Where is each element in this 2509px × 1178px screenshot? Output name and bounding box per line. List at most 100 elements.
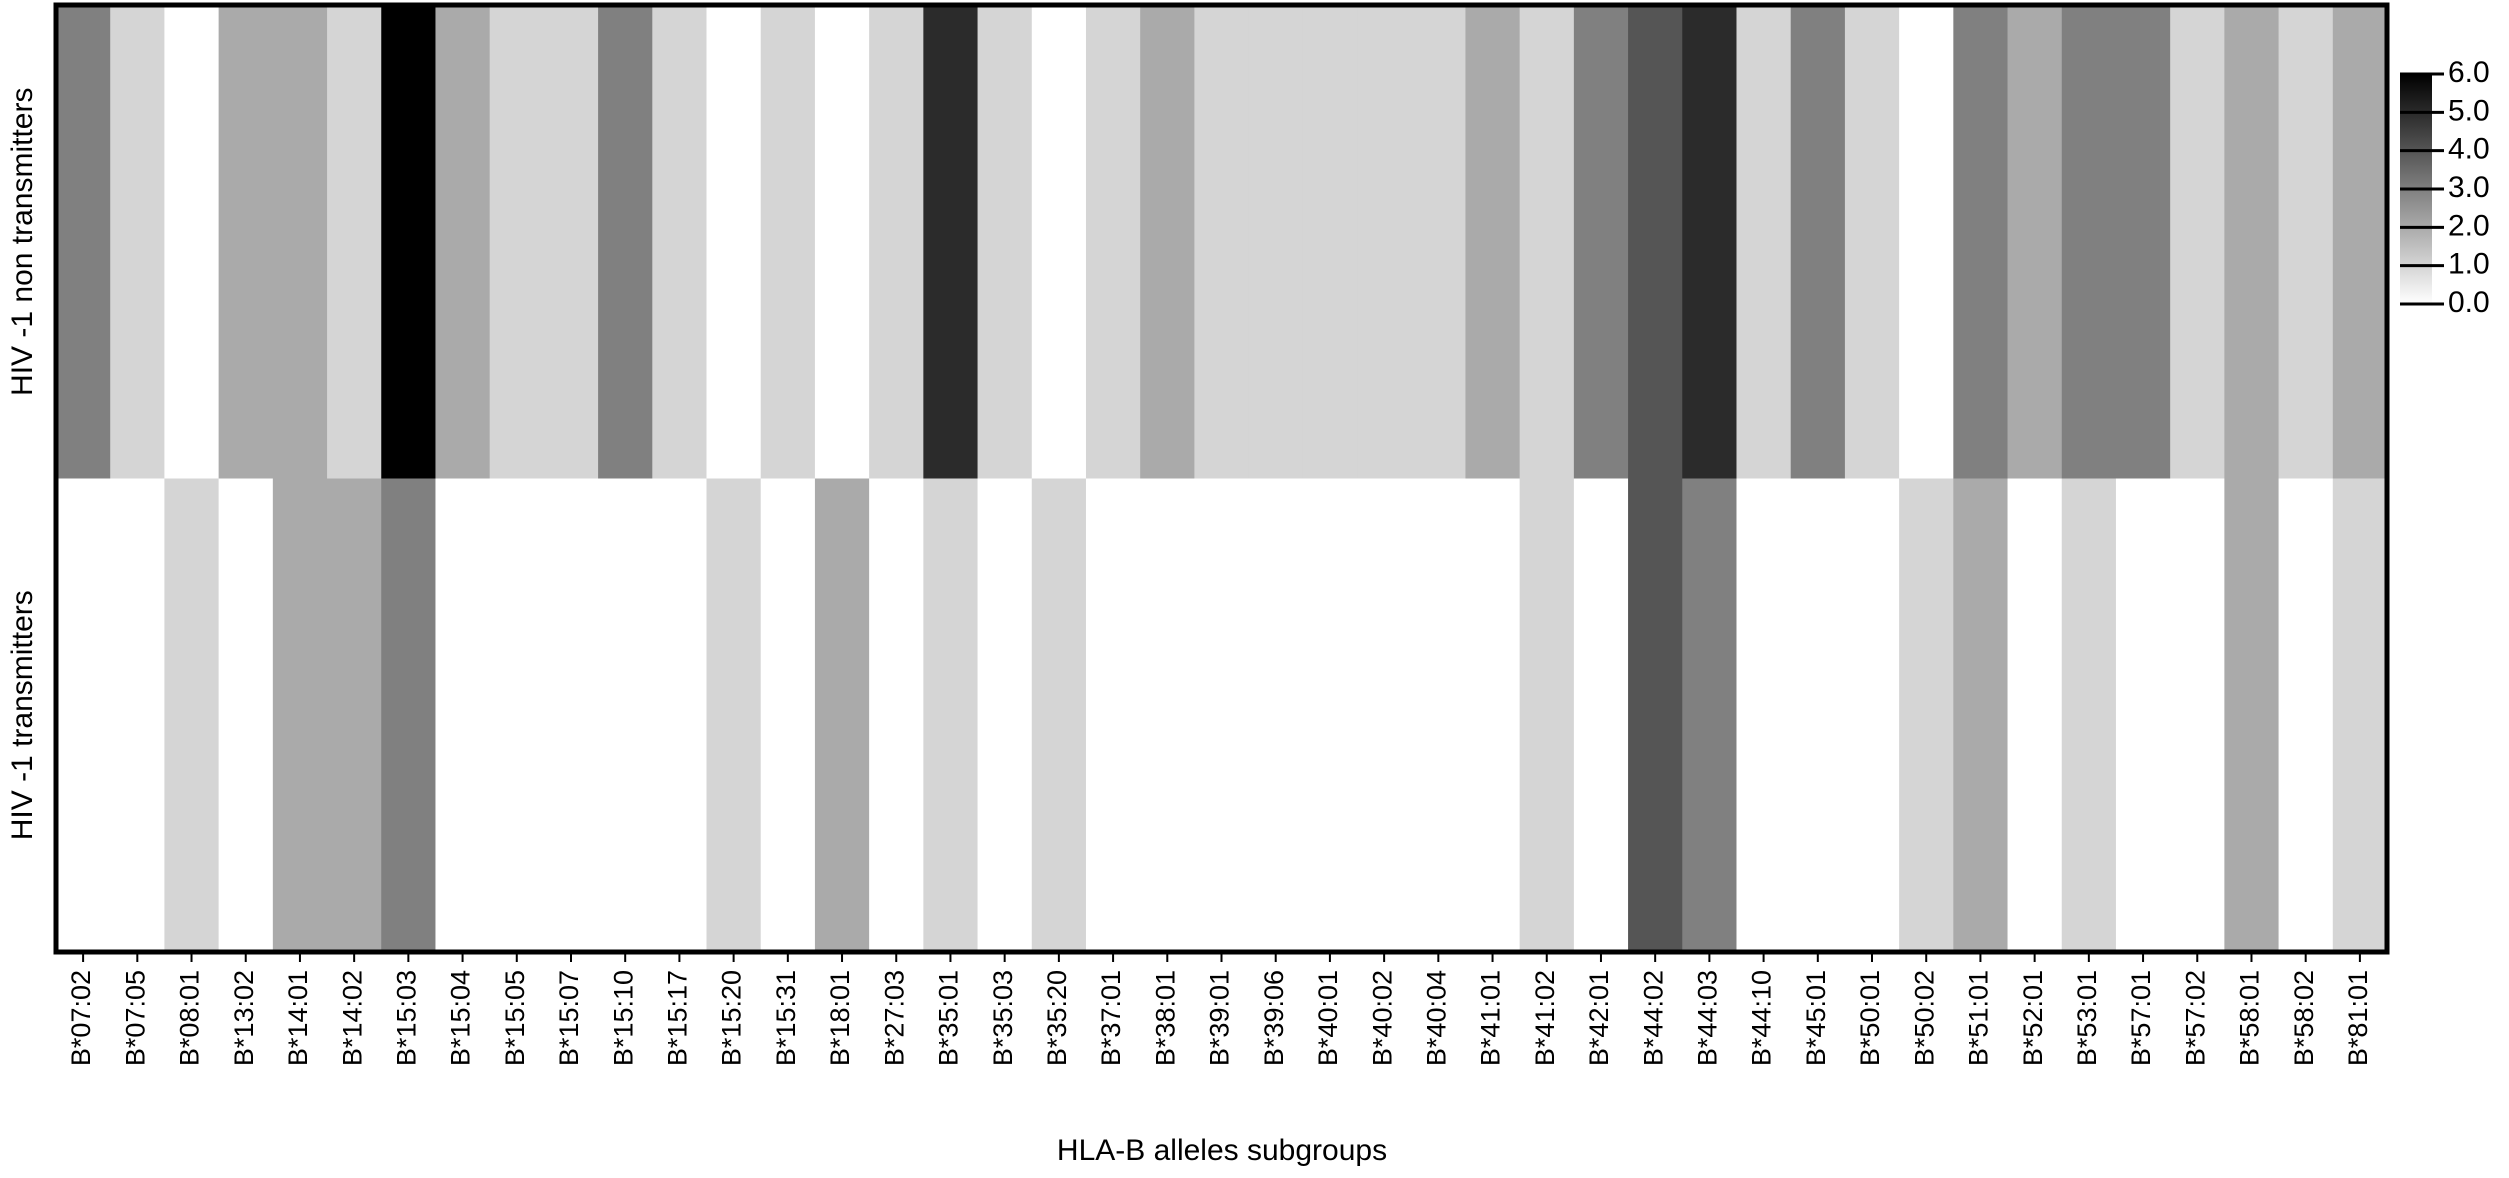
heat-cell xyxy=(2224,5,2280,479)
heat-cell xyxy=(923,5,979,479)
heat-cell xyxy=(1790,478,1846,953)
heat-cell xyxy=(1953,5,2009,479)
heat-cell xyxy=(164,5,220,479)
heat-cell xyxy=(1302,5,1358,479)
x-tick-label: B*52:01 xyxy=(2018,970,2048,1066)
heat-cell xyxy=(2332,478,2388,953)
heat-cell xyxy=(1736,478,1792,953)
x-tick-label: B*41:02 xyxy=(1530,970,1560,1066)
heat-cell xyxy=(760,5,816,479)
x-tick-label: B*44:03 xyxy=(1693,970,1723,1066)
x-tick-label: B*15:04 xyxy=(446,970,476,1066)
heat-cell xyxy=(110,5,165,479)
heat-cell xyxy=(2170,478,2225,953)
heat-cell xyxy=(2061,478,2117,953)
heat-cell xyxy=(1302,478,1358,953)
heat-cell xyxy=(1519,478,1575,953)
x-tick-label: B*14:01 xyxy=(283,970,313,1066)
heat-cell xyxy=(1085,5,1141,479)
heat-cell xyxy=(1031,478,1087,953)
heat-cell xyxy=(1194,478,1250,953)
x-tick-label: B*81:01 xyxy=(2343,970,2373,1066)
y-tick-label: HIV -1 transmitters xyxy=(6,590,39,840)
heat-cell xyxy=(543,478,599,953)
heat-cell xyxy=(2007,5,2063,479)
colorbar-tick-label: 6.0 xyxy=(2448,56,2490,89)
x-tick-label: B*40:04 xyxy=(1421,970,1451,1066)
heat-cell xyxy=(1573,478,1629,953)
heat-cell xyxy=(760,478,816,953)
heat-cell xyxy=(56,478,111,953)
colorbar-tick-label: 2.0 xyxy=(2448,209,2490,242)
heat-cell xyxy=(1085,478,1141,953)
x-tick-label: B*39:06 xyxy=(1259,970,1289,1066)
x-tick-label: B*13:02 xyxy=(229,970,259,1066)
heat-cell xyxy=(1844,478,1900,953)
heat-cell xyxy=(2115,478,2171,953)
heat-cell xyxy=(164,478,220,953)
heat-cell xyxy=(2278,478,2334,953)
x-tick-label: B*15:07 xyxy=(554,970,584,1066)
heat-cell xyxy=(1519,5,1575,479)
heat-cell xyxy=(1573,5,1629,479)
x-tick-label: B*38:01 xyxy=(1150,970,1180,1066)
colorbar-tick-label: 4.0 xyxy=(2448,133,2490,166)
heat-cell xyxy=(1140,5,1195,479)
x-tick-label: B*58:02 xyxy=(2289,970,2319,1066)
heat-cell xyxy=(706,5,762,479)
x-tick-label: B*35:20 xyxy=(1042,970,1072,1066)
colorbar-tick-label: 0.0 xyxy=(2448,286,2490,319)
x-tick-label: B*15:20 xyxy=(717,970,747,1066)
heat-cell xyxy=(218,5,274,479)
x-tick-label: B*15:10 xyxy=(608,970,638,1066)
heat-cell xyxy=(1628,5,1683,479)
heat-cell xyxy=(1031,5,1087,479)
x-tick-label: B*39:01 xyxy=(1205,970,1235,1066)
heat-cell xyxy=(1682,5,1737,479)
x-tick-label: B*51:01 xyxy=(1964,970,1994,1066)
heat-cell xyxy=(272,5,328,479)
x-tick-label: B*44:02 xyxy=(1638,970,1668,1066)
heat-cell xyxy=(1628,478,1683,953)
heat-cell xyxy=(2332,5,2388,479)
x-tick-label: B*07:05 xyxy=(120,970,150,1066)
heat-cell xyxy=(923,478,979,953)
x-tick-label: B*41:01 xyxy=(1476,970,1506,1066)
heat-cell xyxy=(1194,5,1250,479)
heat-cell xyxy=(598,5,653,479)
x-tick-label: B*40:01 xyxy=(1313,970,1343,1066)
x-tick-label: B*08:01 xyxy=(175,970,205,1066)
x-tick-label: B*15:31 xyxy=(771,970,801,1066)
colorbar-tick-label: 5.0 xyxy=(2448,94,2490,127)
heat-cell xyxy=(1411,5,1466,479)
heat-cell xyxy=(1736,5,1792,479)
x-tick-label: B*50:02 xyxy=(1909,970,1939,1066)
heat-cell xyxy=(435,478,491,953)
colorbar-tick-label: 3.0 xyxy=(2448,171,2490,204)
heat-cell xyxy=(2007,478,2063,953)
heat-cell xyxy=(1465,5,1521,479)
heat-cell xyxy=(2278,5,2334,479)
heat-cell xyxy=(327,478,382,953)
heat-cell xyxy=(2224,478,2280,953)
heat-cell xyxy=(2061,5,2117,479)
heat-cell xyxy=(706,478,762,953)
heat-cell xyxy=(977,478,1033,953)
x-tick-label: B*58:01 xyxy=(2235,970,2265,1066)
x-tick-label: B*07:02 xyxy=(66,970,96,1066)
heat-cell xyxy=(598,478,653,953)
heat-cell xyxy=(272,478,328,953)
heat-cell xyxy=(489,478,545,953)
y-tick-label: HIV -1 non transmitters xyxy=(6,88,39,396)
x-axis-label: HLA-B alleles subgroups xyxy=(1057,1134,1387,1167)
x-tick-label: B*37:01 xyxy=(1096,970,1126,1066)
heat-cell xyxy=(814,478,870,953)
heat-cell xyxy=(1465,478,1521,953)
heat-cell xyxy=(1899,478,1954,953)
heat-cell xyxy=(381,478,436,953)
heat-cell xyxy=(1411,478,1466,953)
x-tick-label: B*14:02 xyxy=(337,970,367,1066)
heat-cell xyxy=(218,478,274,953)
heat-cell xyxy=(1248,5,1304,479)
